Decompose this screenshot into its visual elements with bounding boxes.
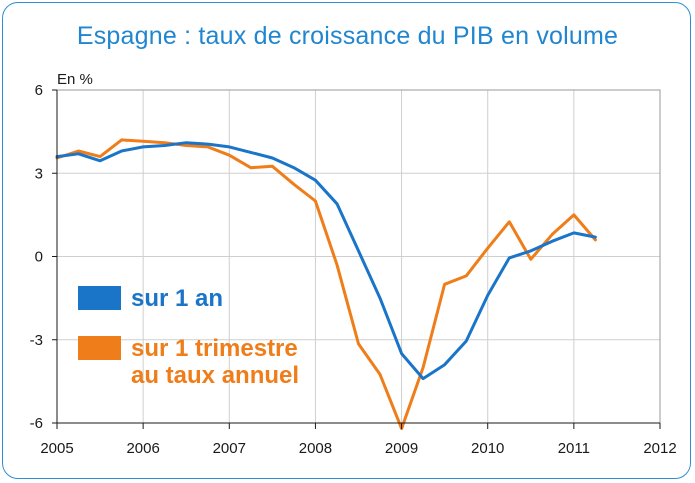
y-tick-label: 0 [35,249,43,266]
series-line-sur-1-an [55,141,597,381]
data-point-sur-1-an [357,250,360,252]
data-point-sur-1-trimestre [77,150,80,152]
data-point-sur-1-an [465,340,467,342]
data-point-sur-1-trimestre [594,239,597,241]
data-point-sur-1-an [120,150,123,152]
data-point-sur-1-trimestre [357,343,360,345]
data-point-sur-1-an [293,166,295,169]
x-tick-label: 2007 [213,440,246,457]
data-point-sur-1-trimestre [529,258,532,261]
x-tick-label: 2010 [471,440,504,457]
data-point-sur-1-trimestre [250,166,252,169]
data-point-sur-1-an [379,297,381,299]
data-point-sur-1-an [99,159,101,162]
data-point-sur-1-trimestre [465,275,467,277]
data-point-sur-1-an [551,240,554,243]
data-point-sur-1-trimestre [573,214,575,216]
data-point-sur-1-an [250,151,252,154]
legend-swatch-sur-1-an [78,286,121,310]
chart-title: Espagne : taux de croissance du PIB en v… [76,22,619,50]
data-point-sur-1-an [508,257,511,259]
legend-swatch-sur-1-trimestre [78,336,121,360]
data-point-sur-1-trimestre [508,221,511,223]
legend-label: au taux annuel [131,362,299,389]
data-point-sur-1-trimestre [551,233,554,236]
data-point-sur-1-trimestre [271,165,274,168]
data-point-sur-1-trimestre [486,247,489,249]
y-tick-label: 3 [35,165,43,182]
legend-label: sur 1 trimestre [131,335,298,362]
data-point-sur-1-trimestre [228,154,231,157]
axis-layer: 6 3 0 -3 -6 2005 2006 2007 2008 2009 2010 2011 2012 E… [30,71,677,457]
data-point-sur-1-an [271,157,274,159]
data-point-sur-1-trimestre [293,183,295,186]
data-point-sur-1-trimestre [206,146,209,148]
y-tick-label: 6 [35,82,43,99]
data-point-sur-1-an [163,144,166,147]
data-point-sur-1-an [185,141,188,144]
data-point-sur-1-trimestre [163,141,166,144]
data-point-sur-1-an [486,294,489,297]
data-point-sur-1-trimestre [314,200,317,202]
data-point-sur-1-an [594,236,597,238]
data-point-sur-1-an [573,232,575,234]
data-point-sur-1-an [400,352,403,355]
data-point-sur-1-an [206,143,209,145]
data-point-sur-1-trimestre [185,144,188,147]
data-point-sur-1-an [529,250,532,252]
chart-frame [2,2,691,479]
data-point-sur-1-trimestre [142,140,144,143]
x-tick-label: 2011 [558,440,590,457]
data-point-sur-1-an [77,153,80,155]
data-point-sur-1-an [314,179,317,181]
y-axis-unit-label: En % [57,71,93,88]
data-point-sur-1-trimestre [443,283,446,286]
data-point-sur-1-trimestre [422,366,424,369]
x-tick-label: 2012 [643,440,676,457]
data-point-sur-1-trimestre [99,155,101,158]
data-point-sur-1-trimestre [120,139,123,141]
series-line-sur-1-trimestre [55,138,597,431]
y-tick-label: -6 [30,415,43,432]
data-point-sur-1-an [336,202,338,205]
x-tick-label: 2005 [40,440,73,457]
data-point-sur-1-an [443,363,446,366]
data-point-sur-1-an [228,146,231,148]
x-tick-label: 2008 [299,440,332,457]
data-point-sur-1-an [142,146,144,148]
y-tick-label: -3 [30,332,43,349]
legend-label: sur 1 an [131,285,223,312]
data-point-sur-1-trimestre [336,264,338,266]
data-point-sur-1-trimestre [379,373,381,376]
x-tick-label: 2006 [126,440,159,457]
data-point-sur-1-an [422,377,424,380]
x-tick-label: 2009 [385,440,418,457]
